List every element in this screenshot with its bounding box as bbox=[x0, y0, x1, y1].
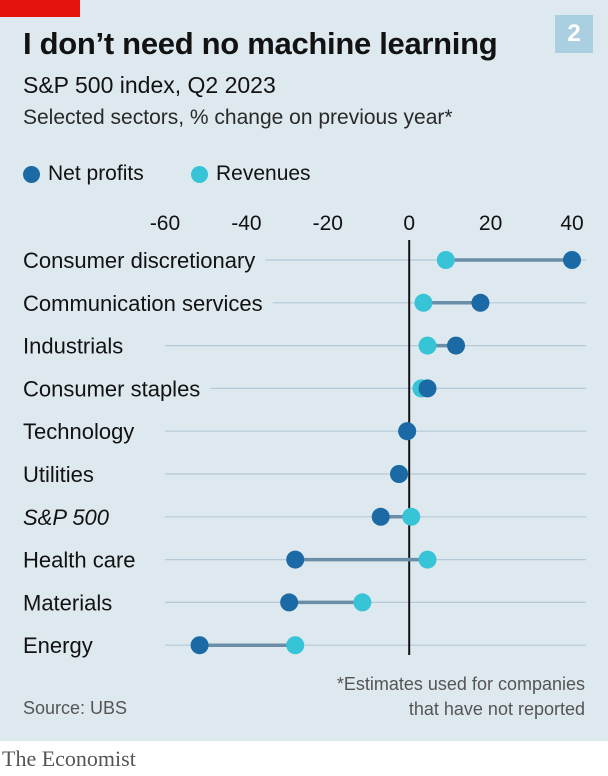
category-label: Technology bbox=[23, 419, 134, 444]
source-note: Source: UBS bbox=[23, 698, 128, 718]
category-label: Consumer discretionary bbox=[23, 248, 255, 273]
category-label: Industrials bbox=[23, 334, 123, 359]
chart-panel bbox=[0, 0, 608, 741]
brand-red-tab bbox=[0, 0, 80, 17]
legend-net-profits-label: Net profits bbox=[48, 162, 144, 185]
revenues-point bbox=[286, 636, 305, 655]
revenues-point bbox=[402, 507, 421, 526]
net-profits-point bbox=[190, 636, 209, 655]
category-label: Energy bbox=[23, 633, 93, 658]
revenues-point bbox=[353, 593, 372, 612]
revenues-dot-icon bbox=[191, 165, 208, 183]
net-profits-point bbox=[286, 550, 305, 569]
revenues-point bbox=[418, 336, 437, 355]
revenues-point bbox=[418, 550, 437, 569]
x-tick-label: -60 bbox=[150, 212, 180, 235]
chart-subtitle: S&P 500 index, Q2 2023 bbox=[23, 72, 276, 98]
x-tick-label: 40 bbox=[560, 212, 583, 235]
chart-number-badge: 2 bbox=[555, 15, 593, 53]
net-profits-point bbox=[563, 251, 581, 269]
net-profits-point bbox=[471, 293, 490, 312]
chart-description: Selected sectors, % change on previous y… bbox=[23, 106, 453, 129]
legend-revenues-label: Revenues bbox=[216, 162, 311, 185]
net-profits-point bbox=[280, 593, 299, 612]
category-label: Consumer staples bbox=[23, 376, 200, 401]
net-profits-dot-icon bbox=[23, 165, 40, 183]
net-profits-point bbox=[418, 379, 437, 398]
net-profits-point bbox=[371, 507, 390, 526]
category-label: Utilities bbox=[23, 462, 94, 487]
x-tick-label: -20 bbox=[313, 212, 343, 235]
category-label: S&P 500 bbox=[23, 505, 110, 530]
legend-net-profits: Net profits bbox=[23, 162, 144, 186]
footnote-line-1: *Estimates used for companies bbox=[336, 674, 585, 694]
category-label: Health care bbox=[23, 548, 136, 573]
net-profits-point bbox=[390, 465, 409, 483]
dot-chart: -60 -40 -20 0 20 40 Consumer discretionary Comm… bbox=[23, 212, 586, 658]
category-label: Communication services bbox=[23, 291, 263, 316]
footnote-line-2: that have not reported bbox=[408, 699, 585, 719]
revenues-point bbox=[436, 251, 455, 269]
category-label: Materials bbox=[23, 590, 112, 615]
x-tick-label: 20 bbox=[479, 212, 502, 235]
chart-title: I don’t need no machine learning bbox=[23, 26, 498, 61]
revenues-point bbox=[414, 293, 433, 312]
net-profits-point bbox=[398, 422, 417, 441]
brand-logo-text: The Economist bbox=[2, 746, 136, 771]
x-tick-label: -40 bbox=[231, 212, 261, 235]
x-tick-label: 0 bbox=[403, 212, 415, 235]
legend-revenues: Revenues bbox=[191, 162, 311, 186]
net-profits-point bbox=[447, 336, 466, 355]
footnote: *Estimates used for companies that have … bbox=[337, 672, 585, 722]
